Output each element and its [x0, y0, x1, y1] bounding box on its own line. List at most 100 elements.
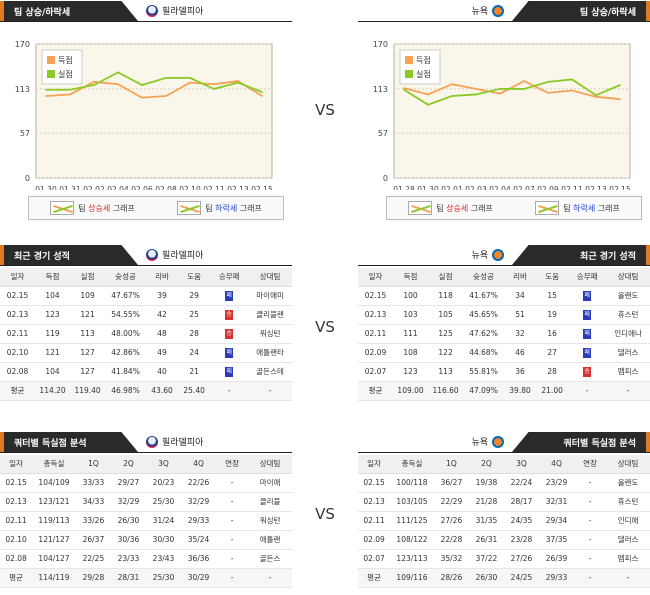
x-tick-label: 01.31 [59, 185, 81, 190]
x-tick-label: 01.30 [35, 185, 57, 190]
table-cell: 인디애 [606, 511, 650, 531]
table-row: 02.08 104 127 41.84% 40 21 패 골든스테 [0, 362, 292, 382]
data-point [595, 94, 597, 97]
data-point [499, 92, 501, 95]
column-header: 상대팀 [248, 268, 292, 287]
table-cell: 113 [428, 362, 464, 382]
result-badge: 승 [583, 367, 592, 377]
x-tick-label: 02.03 [465, 185, 487, 190]
table-cell: 39 [145, 286, 179, 306]
result-cell: 승 [210, 324, 249, 344]
data-point [547, 81, 549, 83]
column-header: 일자 [0, 268, 36, 287]
table-cell: 마이애 [248, 473, 292, 493]
column-header: 4Q [181, 455, 217, 474]
table-cell: 104/127 [32, 549, 76, 569]
table-cell: 123/113 [390, 549, 434, 569]
table-row: 02.13 123/121 34/33 32/29 25/30 32/29- 클리블 [0, 492, 292, 512]
table-cell: 55.81% [463, 362, 504, 382]
table-row: 02.15 104 109 47.67% 39 29 패 마이애미 [0, 286, 292, 306]
table-cell: 41.84% [105, 362, 146, 382]
table-cell: 02.11 [358, 511, 391, 531]
table-cell: 118 [428, 286, 464, 306]
table-cell: 28 [536, 362, 569, 382]
table-cell: 121 [35, 343, 71, 363]
x-tick-label: 02.02 [83, 185, 105, 190]
table-cell: 22/24 [503, 473, 539, 493]
table-cell: 21 [178, 362, 211, 382]
legend-up-text: 팀 상승세 그래프 [78, 203, 135, 213]
table-cell: 댈러스 [606, 530, 650, 550]
table-cell: 44.68% [463, 343, 504, 363]
table-cell: 111/125 [390, 511, 434, 531]
column-header: 실점 [428, 268, 464, 287]
table-cell: - [216, 568, 249, 588]
table-cell: 122 [428, 343, 464, 363]
table-cell: 02.08 [0, 549, 33, 569]
legend-label: 득점 [58, 55, 73, 65]
column-header: 3Q [503, 455, 539, 474]
table-cell: 29/34 [539, 511, 575, 531]
table-cell: 25 [178, 305, 211, 325]
table-cell: 121/127 [32, 530, 76, 550]
table-cell: 인디애나 [606, 324, 650, 344]
76ers-logo-icon [146, 435, 158, 448]
table-cell: 26/37 [75, 530, 111, 550]
table-cell: 33/26 [75, 511, 111, 531]
table-cell: 29/33 [181, 511, 217, 531]
column-header: 도움 [536, 268, 569, 287]
x-tick-label: 02.08 [155, 185, 177, 190]
column-header: 일자 [358, 268, 394, 287]
data-point [213, 83, 215, 85]
result-badge: 패 [583, 348, 592, 358]
table-cell: 28/31 [110, 568, 146, 588]
table-cell: 24 [178, 343, 211, 363]
x-tick-label: 02.13 [585, 185, 607, 190]
series-line-allowed [46, 71, 263, 93]
recent-games-table: 일자 득점 실점 슛성공 리바 도움 승무패 상대팀 02.15 100 118 41.67% 34 1… [358, 268, 650, 401]
table-cell: 103/105 [390, 492, 434, 512]
table-cell: 42.86% [105, 343, 146, 363]
table-cell: 02.09 [358, 343, 394, 363]
x-tick-label: 02.10 [179, 185, 201, 190]
table-row: 02.11 111 125 47.62% 32 16 패 인디애나 [358, 324, 650, 344]
table-cell: - [216, 492, 249, 512]
table-cell: 104 [35, 286, 71, 306]
result-cell: 패 [568, 343, 607, 363]
table-row: 02.13 103/105 22/29 21/28 28/17 32/31- 휴스턴 [358, 492, 650, 512]
table-cell: - [574, 549, 607, 569]
quarter-table: 일자 총득실 1Q 2Q 3Q 4Q 연장 상대팀 02.15 104/109 33/33 29/2… [0, 455, 292, 588]
table-cell: 29 [178, 286, 211, 306]
vs-label: VS [315, 101, 335, 119]
table-cell: 114/119 [32, 568, 76, 588]
column-header: 총득실 [32, 455, 76, 474]
table-cell: 휴스턴 [606, 492, 650, 512]
series-line-allowed [403, 78, 621, 106]
table-cell: 21/28 [468, 492, 504, 512]
table-row: 02.11 119/113 33/26 26/30 31/24 29/33- 워싱턴 [0, 511, 292, 531]
table-row: 02.15 100 118 41.67% 34 15 패 올랜도 [358, 286, 650, 306]
table-cell: 46 [503, 343, 537, 363]
data-point [69, 93, 71, 96]
table-cell: - [216, 511, 249, 531]
trend-graph-icon [177, 201, 202, 215]
table-cell: 클리블랜 [248, 305, 292, 325]
table-cell: 02.11 [0, 511, 33, 531]
legend-label: 실점 [58, 69, 73, 79]
table-cell: 24/25 [503, 568, 539, 588]
table-cell: 02.15 [358, 286, 394, 306]
table-cell: 27/26 [503, 549, 539, 569]
table-cell: 113 [70, 324, 106, 344]
table-row: 02.10 121 127 42.86% 49 24 패 애틀랜타 [0, 343, 292, 363]
data-point [93, 84, 95, 86]
table-cell: 123 [393, 362, 429, 382]
table-cell: 30/36 [110, 530, 146, 550]
data-point [69, 88, 71, 91]
table-cell: 127 [70, 343, 106, 363]
data-point [523, 80, 525, 82]
result-badge: 패 [225, 367, 234, 377]
table-cell: 26/39 [539, 549, 575, 569]
table-cell: 125 [428, 324, 464, 344]
y-tick-label: 113 [373, 85, 388, 94]
table-row: 02.13 123 121 54.55% 42 25 승 클리블랜 [0, 305, 292, 325]
